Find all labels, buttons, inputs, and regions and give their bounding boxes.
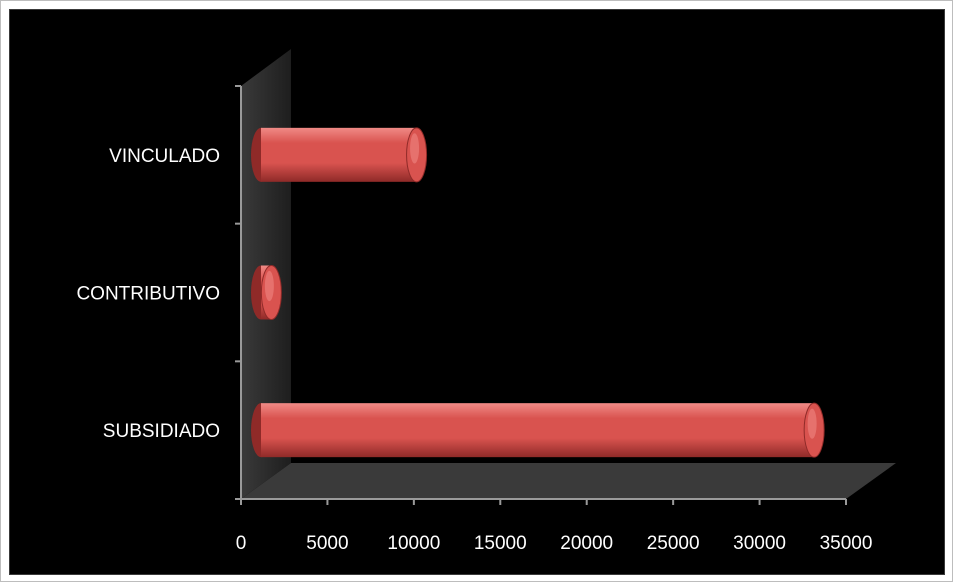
bar [251, 265, 282, 320]
x-axis-tick-label: 30000 [733, 533, 786, 554]
x-axis-tick-label: 5000 [306, 533, 348, 554]
x-axis-tick-label: 0 [236, 533, 247, 554]
bar-cap-highlight [410, 133, 420, 164]
x-axis-ticks [240, 499, 847, 505]
x-axis-tick-label: 35000 [820, 533, 873, 554]
x-axis-tick-label: 10000 [387, 533, 440, 554]
x-axis-tick-labels: 0 5000 10000 15000 20000 25000 30000 35000 [236, 533, 873, 554]
bar [251, 402, 825, 458]
bars [251, 127, 825, 458]
category-labels: SUBSIDIADO CONTRIBUTIVO VINCULADO [76, 146, 220, 442]
bar-cap-highlight [264, 270, 274, 302]
chart-floor [241, 463, 896, 499]
category-label: SUBSIDIADO [103, 421, 220, 442]
category-label: CONTRIBUTIVO [76, 284, 220, 305]
category-label: VINCULADO [109, 146, 220, 167]
bar [251, 127, 428, 183]
bar-body [261, 127, 417, 182]
x-axis-tick-label: 15000 [474, 533, 527, 554]
x-axis-tick-label: 25000 [647, 533, 700, 554]
x-axis-tick-label: 20000 [560, 533, 613, 554]
bar-body [261, 403, 815, 458]
bar-cap-highlight [807, 408, 817, 439]
